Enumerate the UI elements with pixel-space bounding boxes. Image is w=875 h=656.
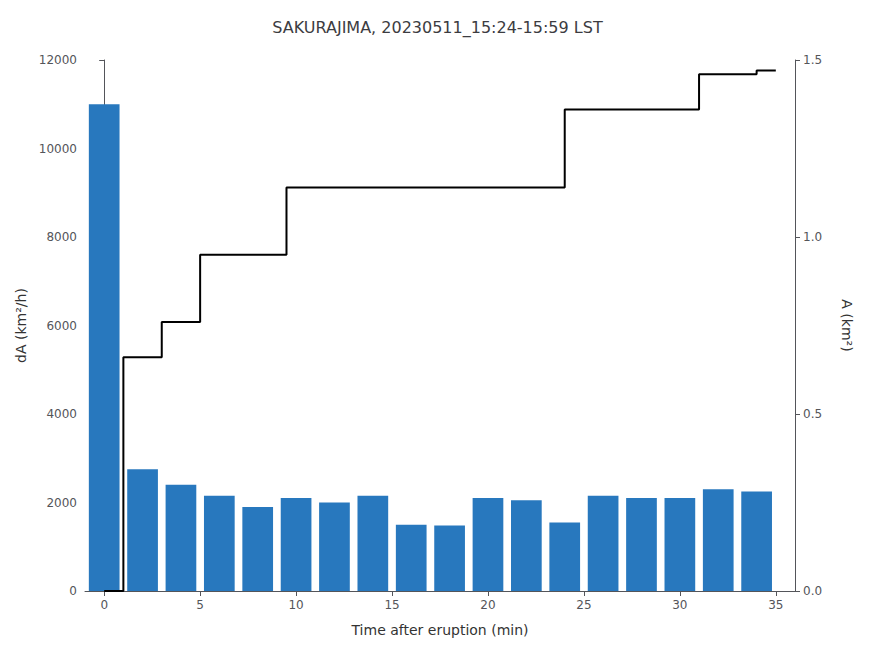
svg-text:4000: 4000 (46, 407, 77, 421)
svg-text:35: 35 (768, 598, 783, 612)
svg-text:0: 0 (100, 598, 108, 612)
svg-text:12000: 12000 (39, 53, 77, 67)
svg-text:15: 15 (384, 598, 399, 612)
svg-text:0.5: 0.5 (803, 407, 822, 421)
svg-text:Time after eruption (min): Time after eruption (min) (350, 622, 528, 638)
svg-text:8000: 8000 (46, 230, 77, 244)
svg-text:6000: 6000 (46, 319, 77, 333)
svg-text:10000: 10000 (39, 142, 77, 156)
svg-text:dA (km²/h): dA (km²/h) (13, 288, 29, 363)
svg-text:20: 20 (480, 598, 495, 612)
svg-text:SAKURAJIMA, 20230511_15:24-15:: SAKURAJIMA, 20230511_15:24-15:59 LST (272, 18, 603, 38)
svg-text:0.0: 0.0 (803, 584, 822, 598)
svg-text:25: 25 (576, 598, 591, 612)
svg-text:0: 0 (69, 584, 77, 598)
svg-text:2000: 2000 (46, 496, 77, 510)
svg-text:30: 30 (672, 598, 687, 612)
svg-text:10: 10 (288, 598, 303, 612)
svg-text:A (km²): A (km²) (839, 299, 855, 351)
svg-text:1.0: 1.0 (803, 230, 822, 244)
svg-text:5: 5 (196, 598, 204, 612)
svg-text:1.5: 1.5 (803, 53, 822, 67)
